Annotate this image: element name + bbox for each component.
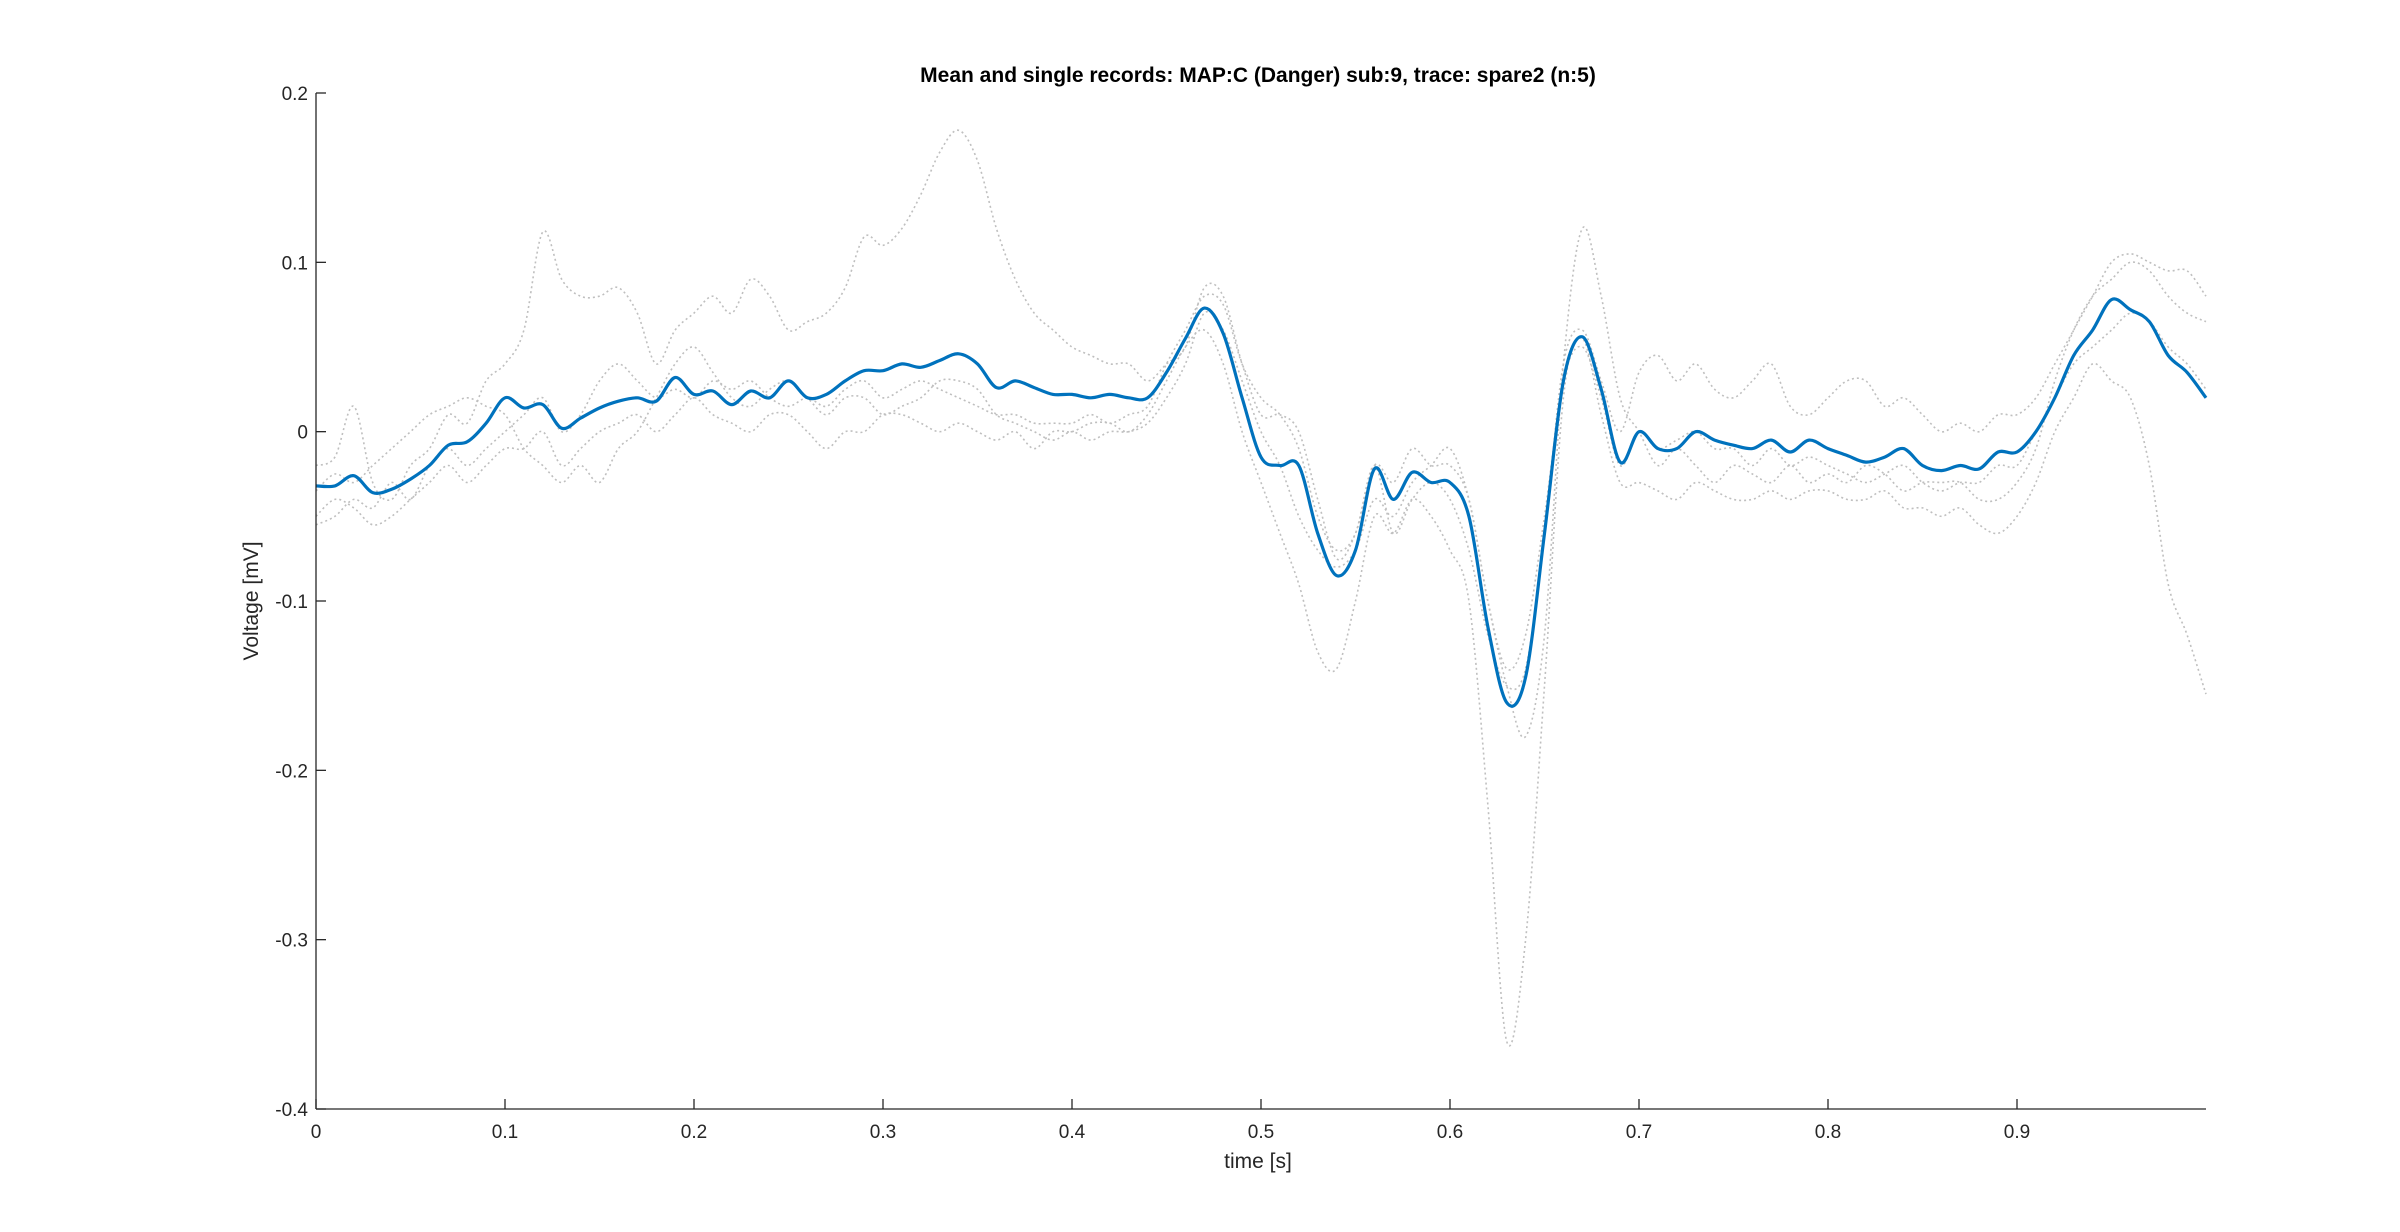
single-record-line-2 <box>315 328 2207 1047</box>
x-tick-label: 0 <box>311 1122 322 1143</box>
x-tick-label: 0.8 <box>1815 1122 1841 1143</box>
x-tick-label: 0.5 <box>1248 1122 1274 1143</box>
single-record-line-3 <box>315 226 2207 739</box>
x-tick-label: 0.9 <box>2004 1122 2030 1143</box>
x-tick-label: 0.4 <box>1059 1122 1086 1143</box>
y-tick-label: 0 <box>297 423 308 444</box>
x-tick-label: 0.7 <box>1626 1122 1652 1143</box>
x-tick-label: 0.3 <box>870 1122 896 1143</box>
y-axis-label: Voltage [mV] <box>240 541 263 660</box>
x-ticks: 0 0.1 0.2 0.3 0.4 0.5 0.6 0.7 0.8 0.9 <box>311 1099 2030 1143</box>
y-ticks: -0.4 -0.3 -0.2 -0.1 0 0.1 0.2 <box>275 84 326 1121</box>
y-tick-label: -0.3 <box>275 931 308 952</box>
x-tick-label: 0.2 <box>681 1122 707 1143</box>
single-record-line-1 <box>315 129 2207 691</box>
y-tick-label: 0.1 <box>282 253 308 274</box>
y-tick-label: -0.2 <box>275 761 308 782</box>
series-layer <box>315 129 2208 1047</box>
chart-title: Mean and single records: MAP:C (Danger) … <box>920 64 1596 87</box>
x-axis-label: time [s] <box>1224 1150 1292 1173</box>
y-tick-label: 0.2 <box>282 84 308 105</box>
y-tick-label: -0.4 <box>275 1100 308 1121</box>
mean-line <box>315 297 2208 708</box>
x-tick-label: 0.1 <box>492 1122 518 1143</box>
y-tick-label: -0.1 <box>275 592 308 613</box>
x-tick-label: 0.6 <box>1437 1122 1463 1143</box>
